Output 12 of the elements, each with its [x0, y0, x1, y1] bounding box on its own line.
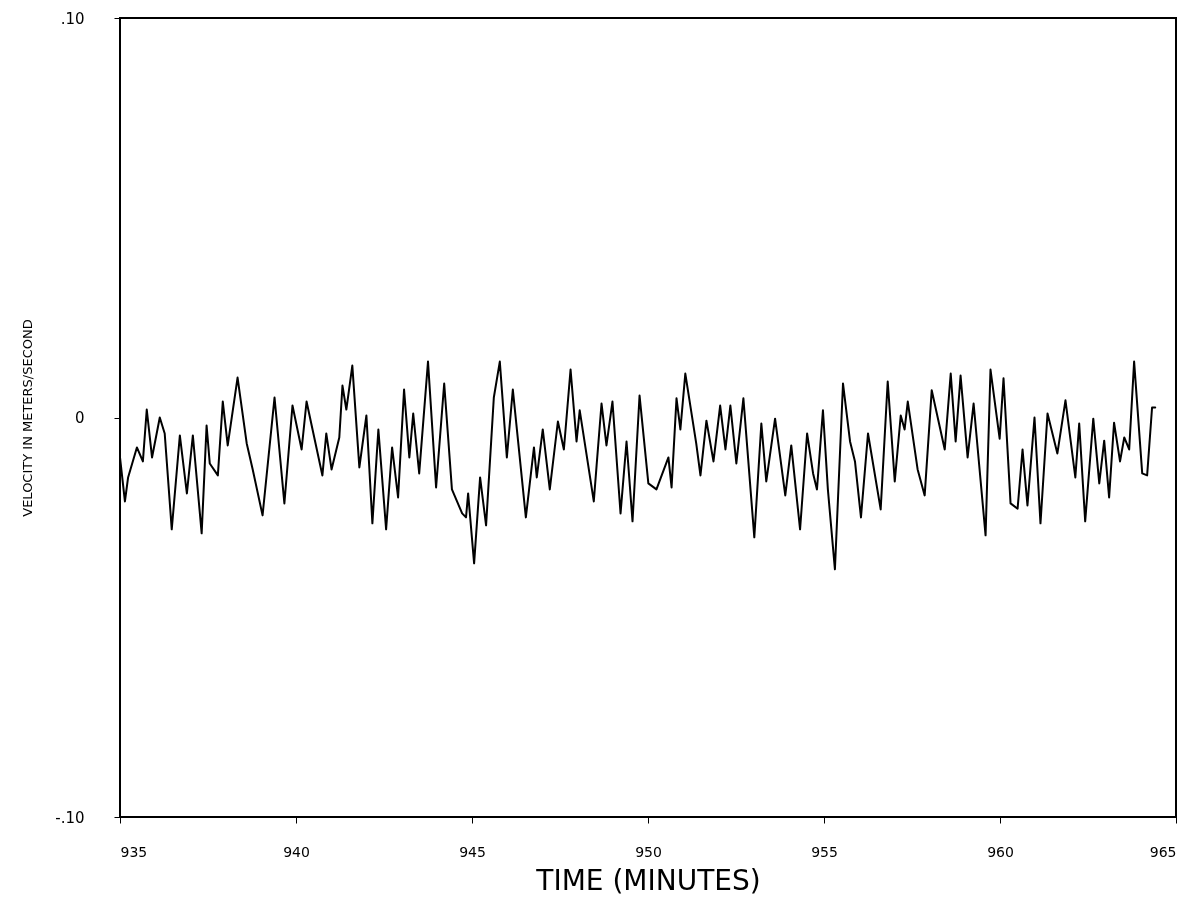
- x-axis-title: TIME (MINUTES): [535, 863, 761, 897]
- y-tick-label: 0: [74, 409, 85, 427]
- y-axis-title: VELOCITY IN METERS/SECOND: [20, 319, 36, 517]
- x-tick-label: 965: [1149, 843, 1177, 860]
- x-tick-label: 945: [459, 843, 486, 860]
- x-tick-label: 955: [811, 843, 838, 860]
- y-tick-label: .10: [60, 9, 85, 28]
- y-tick-label: -.10: [55, 808, 85, 827]
- x-tick-label: 935: [120, 843, 148, 860]
- x-tick-label: 960: [987, 843, 1014, 860]
- x-tick-label: 950: [635, 843, 662, 860]
- x-tick-label: 940: [283, 843, 310, 860]
